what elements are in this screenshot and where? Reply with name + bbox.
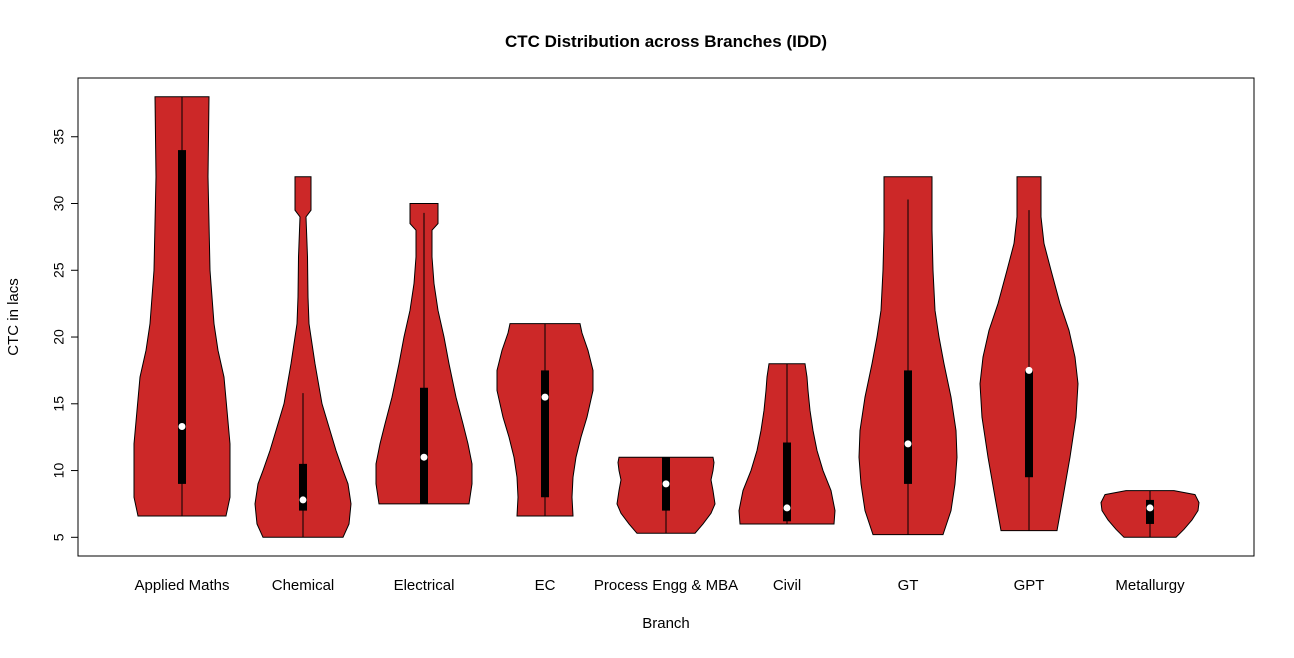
y-tick-label: 35 <box>51 129 67 145</box>
x-tick-label: GPT <box>1014 577 1045 594</box>
median-point <box>662 480 670 488</box>
median-point <box>541 393 549 401</box>
median-point <box>420 453 428 461</box>
iqr-box <box>541 370 549 498</box>
x-tick-label: Metallurgy <box>1115 577 1185 594</box>
median-point <box>299 496 307 504</box>
y-tick-label: 5 <box>51 533 67 541</box>
x-tick-label: Civil <box>773 577 801 594</box>
iqr-box <box>299 463 307 511</box>
y-tick-label: 15 <box>51 396 67 412</box>
iqr-box <box>904 370 912 484</box>
x-tick-label: Process Engg & MBA <box>594 577 738 594</box>
median-point <box>178 422 186 430</box>
y-tick-label: 25 <box>51 262 67 278</box>
y-tick-label: 20 <box>51 329 67 345</box>
median-point <box>783 504 791 512</box>
median-point <box>1146 504 1154 512</box>
x-tick-label: EC <box>535 577 556 594</box>
iqr-box <box>1146 499 1154 524</box>
median-point <box>1025 366 1033 374</box>
median-point <box>904 440 912 448</box>
violin-chemical <box>254 176 352 538</box>
chart-title: CTC Distribution across Branches (IDD) <box>505 32 827 51</box>
x-tick-label: GT <box>898 577 919 594</box>
y-axis-label: CTC in lacs <box>5 278 22 356</box>
y-tick-label: 10 <box>51 463 67 479</box>
iqr-box <box>783 442 791 522</box>
iqr-box <box>1025 370 1033 478</box>
x-axis-label: Branch <box>642 615 690 632</box>
x-tick-label: Applied Maths <box>134 577 229 594</box>
x-tick-label: Electrical <box>394 577 455 594</box>
x-tick-label: Chemical <box>272 577 335 594</box>
y-tick-label: 30 <box>51 196 67 212</box>
iqr-box <box>420 387 428 504</box>
iqr-box <box>178 150 186 484</box>
